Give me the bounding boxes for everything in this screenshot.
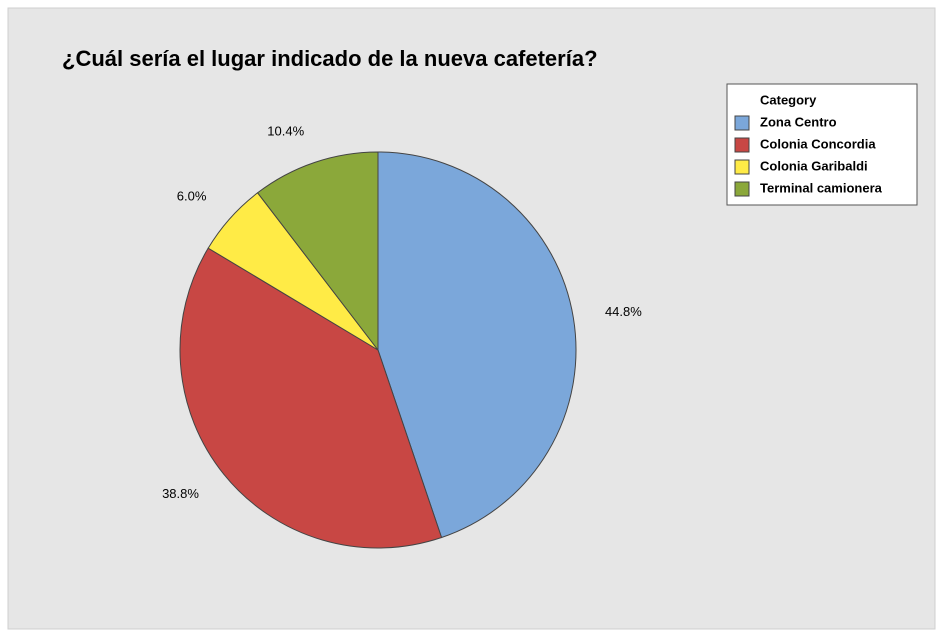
pie-slice: [256, 151, 379, 352]
legend-swatch: [734, 137, 750, 153]
slice-label: 38.8%: [162, 486, 199, 501]
slice-label: 10.4%: [267, 124, 304, 139]
chart-title: ¿Cuál sería el lugar indicado de la nuev…: [62, 46, 598, 71]
legend-label: Colonia Garibaldi: [760, 158, 868, 173]
slice-label: 6.0%: [177, 188, 207, 203]
pie-slice: [377, 151, 577, 539]
legend-label: Terminal camionera: [760, 180, 883, 195]
legend-label: Colonia Concordia: [760, 136, 876, 151]
legend-title: Category: [760, 92, 817, 107]
legend-box: [726, 83, 918, 206]
legend-label: Zona Centro: [760, 114, 837, 129]
slice-label: 44.8%: [605, 304, 642, 319]
legend-swatch: [734, 159, 750, 175]
legend-swatch: [734, 181, 750, 197]
pie-slice: [179, 247, 443, 549]
legend-swatch: [734, 115, 750, 131]
